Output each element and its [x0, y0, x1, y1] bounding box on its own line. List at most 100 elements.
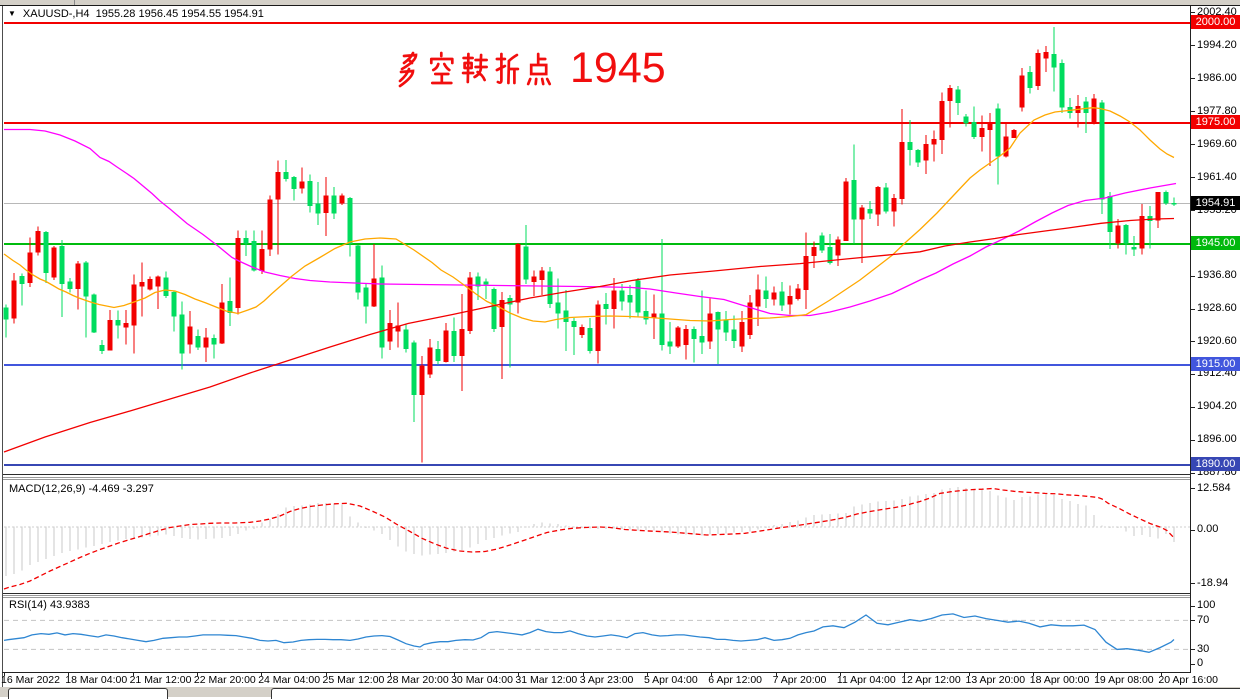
pane-separator-rsi-top[interactable] — [3, 595, 1190, 596]
macd-hist-bar — [397, 526, 399, 547]
pane-separator-macd-bottom[interactable] — [3, 479, 1190, 480]
candle-body — [1123, 225, 1129, 244]
macd-hist-bar — [813, 515, 815, 527]
hline-1975[interactable] — [4, 122, 1190, 124]
candle-body — [803, 256, 809, 290]
macd-hist-bar — [101, 526, 103, 544]
candle-body — [171, 292, 177, 317]
candle-body — [267, 199, 273, 250]
time-label: 22 Mar 20:00 — [193, 674, 256, 686]
candle-wick — [141, 262, 143, 317]
candle-body — [523, 246, 529, 280]
price-label: 1920.60 — [1197, 334, 1237, 347]
macd-hist-bar — [597, 526, 599, 529]
candle-body — [1011, 130, 1017, 138]
title-text: XAUUSD-,H4 1955.28 1956.45 1954.55 1954.… — [22, 8, 264, 20]
macd-hist-bar — [821, 514, 823, 527]
hanzi-char-4 — [526, 52, 552, 86]
candle-body — [563, 310, 569, 322]
hline-1945[interactable] — [4, 243, 1190, 245]
chart-tab-1[interactable] — [8, 688, 168, 699]
price-axis-border — [1190, 6, 1191, 672]
window-left-border — [2, 6, 3, 687]
macd-hist-bar — [1093, 515, 1095, 527]
candle-body — [51, 247, 57, 278]
hline-2000[interactable] — [4, 22, 1190, 24]
macd-hist-bar — [709, 526, 711, 535]
macd-hist-bar — [1085, 505, 1087, 527]
time-label: 16 Mar 2022 — [1, 674, 60, 686]
macd-hist-bar — [109, 526, 111, 542]
time-tick — [1097, 672, 1099, 676]
macd-hist-bar — [349, 516, 351, 527]
indicator-axis-tick — [1191, 583, 1195, 584]
macd-hist-bar — [93, 526, 95, 546]
macd-hist-bar — [189, 526, 191, 539]
hline-1890[interactable] — [4, 464, 1190, 466]
candle-body — [91, 294, 97, 333]
candle-body — [1083, 101, 1089, 113]
macd-hist-bar — [213, 526, 215, 539]
macd-hist-bar — [533, 524, 535, 527]
candle-body — [611, 290, 617, 309]
candle-body — [947, 88, 953, 101]
candle-wick — [213, 334, 215, 359]
candle-body — [851, 180, 857, 220]
macd-hist-bar — [1029, 496, 1031, 527]
chart-tab-2[interactable] — [271, 688, 1240, 699]
macd-hist-bar — [317, 502, 319, 527]
macd-hist-bar — [277, 514, 279, 527]
candle-body — [1027, 72, 1033, 88]
macd-hist-bar — [293, 505, 295, 527]
candle-wick — [933, 130, 935, 162]
candle-wick — [645, 290, 647, 325]
candle-body — [939, 101, 945, 140]
candle-body — [379, 277, 385, 348]
candle-wick — [693, 326, 695, 363]
hline-1915[interactable] — [4, 364, 1190, 366]
time-label: 12 Apr 12:00 — [901, 674, 961, 686]
macd-hist-bar — [629, 526, 631, 530]
candle-body — [67, 281, 73, 289]
symbol-dropdown-icon[interactable]: ▼ — [8, 9, 16, 18]
macd-hist-bar — [221, 526, 223, 538]
macd-hist-bar — [237, 526, 239, 534]
time-tick — [454, 672, 456, 676]
macd-hist-bar — [997, 495, 999, 527]
macd-hist-bar — [53, 526, 55, 556]
indicator-axis-tick — [1191, 649, 1195, 651]
candle-body — [779, 291, 785, 306]
time-tick — [711, 672, 713, 676]
macd-hist-bar — [357, 522, 359, 527]
candle-wick — [701, 290, 703, 354]
candle-body — [699, 336, 705, 343]
candle-body — [363, 287, 369, 307]
price-badge-1975.00: 1975.00 — [1191, 115, 1240, 130]
macd-hist-bar — [341, 504, 343, 527]
candle-body — [275, 172, 281, 200]
pane-separator-rsi-bottom[interactable] — [3, 597, 1190, 598]
candle-body — [211, 338, 217, 345]
macd-hist-bar — [493, 526, 495, 538]
macd-hist-bar — [549, 523, 551, 527]
time-tick — [68, 672, 70, 676]
macd-hist-bar — [757, 526, 759, 530]
candle-wick — [669, 322, 671, 354]
price-tick — [1191, 439, 1195, 441]
candle-body — [131, 284, 137, 326]
candle-body — [1043, 52, 1049, 59]
candle-body — [667, 341, 673, 347]
macd-hist-bar — [677, 526, 679, 535]
macd-hist-bar — [669, 526, 671, 534]
pane-separator-macd-top[interactable] — [3, 477, 1190, 478]
annotation-text: 1945 — [397, 47, 666, 90]
price-badge-1945.00: 1945.00 — [1191, 235, 1240, 250]
macd-hist-bar — [405, 526, 407, 552]
macd-hist-bar — [989, 491, 991, 527]
macd-hist-bar — [1069, 501, 1071, 527]
candle-wick — [1173, 197, 1175, 207]
macd-hist-bar — [741, 526, 743, 532]
candle-body — [651, 313, 657, 318]
macd-hist-bar — [149, 526, 151, 537]
